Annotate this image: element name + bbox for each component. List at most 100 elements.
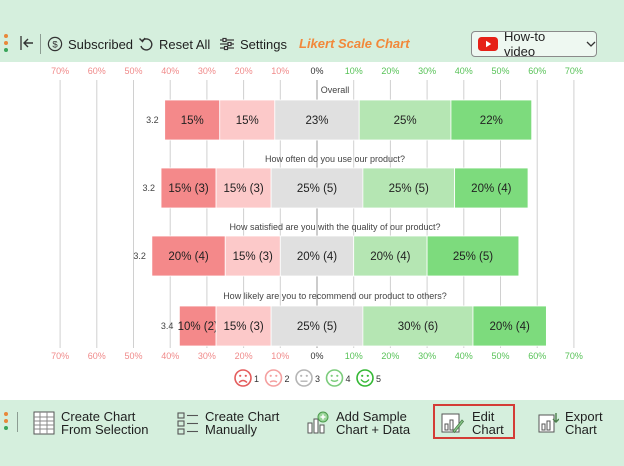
bar-segment — [215, 305, 272, 347]
bar-segment — [362, 167, 456, 209]
category-title: How likely are you to recommend our prod… — [223, 291, 447, 301]
edit-chart-button[interactable]: Edit Chart — [440, 410, 504, 436]
bar-data-label: 15% (3) — [233, 251, 273, 263]
axis-tick-label: 70% — [51, 66, 69, 76]
bar-segment — [151, 235, 226, 277]
brand-title: Likert Scale Chart — [299, 36, 410, 51]
back-arrow-icon — [19, 35, 35, 51]
export-chart-line2: Chart — [565, 422, 597, 437]
axis-tick-label: 50% — [124, 66, 142, 76]
chevron-down-icon — [586, 41, 596, 47]
undo-icon — [138, 36, 154, 52]
sample-chart-icon — [306, 411, 330, 435]
legend-label: 4 — [346, 374, 351, 384]
bar-data-label: 25% — [394, 115, 417, 127]
settings-button[interactable]: Settings — [219, 36, 287, 52]
bar-segment — [279, 235, 355, 277]
edit-chart-line1: Edit — [472, 409, 495, 424]
axis-tick-label: 30% — [198, 66, 216, 76]
axis-tick-label: 70% — [565, 351, 583, 361]
axis-tick-label: 30% — [418, 351, 436, 361]
bottom-toolbar-divider — [17, 412, 18, 432]
subscribed-label: Subscribed — [68, 36, 134, 52]
sliders-icon — [219, 36, 235, 52]
axis-tick-label: 50% — [491, 66, 509, 76]
how-to-video-label: How-to video — [504, 29, 546, 59]
svg-text:$: $ — [52, 40, 58, 51]
legend-label: 3 — [315, 374, 320, 384]
create-manually-line1: Create Chart — [205, 409, 280, 424]
likert-chart: 70% 60% 50% 40% 30% 20% 10% 0% 10% 20% 30% 40% 50% 60… — [51, 66, 583, 387]
mean-score-label: 3.2 — [133, 251, 146, 261]
axis-tick-label: 70% — [51, 351, 69, 361]
axis-tick-label: 50% — [491, 351, 509, 361]
mean-score-label: 3.2 — [143, 183, 156, 193]
bar-segment — [224, 235, 281, 277]
bar-segment — [274, 99, 360, 141]
legend-very-sad-icon — [234, 369, 252, 387]
add-sample-chart-data-button[interactable]: Add Sample Chart + Data — [306, 410, 410, 436]
add-sample-line1: Add Sample — [336, 409, 407, 424]
axis-tick-label: 20% — [381, 351, 399, 361]
legend-label: 5 — [376, 374, 381, 384]
axis-tick-label: 20% — [235, 351, 253, 361]
export-chart-icon — [537, 411, 559, 435]
create-chart-manually-button[interactable]: Create Chart Manually — [177, 410, 279, 436]
bar-data-label: 25% (5) — [453, 251, 493, 263]
reset-all-button[interactable]: Reset All — [138, 36, 210, 52]
category-title: How often do you use our product? — [265, 154, 405, 164]
axis-tick-label: 0% — [310, 66, 323, 76]
axis-tick-label: 40% — [161, 66, 179, 76]
bottom-more-menu-icon[interactable] — [4, 412, 8, 434]
how-to-video-select[interactable]: How-to video — [471, 29, 597, 59]
axis-tick-label: 10% — [345, 66, 363, 76]
bar-segment — [215, 167, 272, 209]
bar-data-label: 23% — [305, 115, 328, 127]
export-chart-line1: Export — [565, 409, 603, 424]
bar-data-label: 20% (4) — [490, 321, 530, 333]
bar-data-label: 22% — [480, 115, 503, 127]
edit-chart-line2: Chart — [472, 422, 504, 437]
bar-data-label: 15% (3) — [223, 183, 263, 195]
create-chart-from-selection-button[interactable]: Create Chart From Selection — [33, 410, 148, 436]
back-button[interactable] — [19, 35, 35, 51]
axis-tick-label: 30% — [418, 66, 436, 76]
category-title: Overall — [321, 85, 350, 95]
axis-tick-label: 10% — [271, 351, 289, 361]
edit-chart-highlight — [433, 404, 515, 439]
bar-segment — [219, 99, 276, 141]
axis-tick-label: 60% — [88, 66, 106, 76]
toolbar-divider — [40, 34, 41, 54]
bar-segment — [454, 167, 529, 209]
legend-sad-icon — [264, 369, 283, 387]
legend-very-happy-icon — [356, 369, 374, 387]
subscribed-button[interactable]: $ Subscribed — [47, 36, 133, 52]
axis-tick-label: 60% — [528, 351, 546, 361]
axis-tick-label: 20% — [235, 66, 253, 76]
bar-segment — [164, 99, 221, 141]
axis-tick-label: 30% — [198, 351, 216, 361]
axis-tick-label: 60% — [88, 351, 106, 361]
category-title: How satisfied are you with the quality o… — [229, 222, 440, 232]
bar-data-label: 15% — [181, 115, 204, 127]
axis-tick-label: 40% — [455, 351, 473, 361]
axis-tick-label: 10% — [345, 351, 363, 361]
export-chart-button[interactable]: Export Chart — [537, 410, 603, 436]
form-list-icon — [177, 411, 199, 435]
edit-chart-icon — [440, 411, 464, 435]
bar-data-label: 15% (3) — [168, 183, 208, 195]
mean-score-label: 3.4 — [161, 321, 174, 331]
legend-label: 2 — [285, 374, 290, 384]
more-menu-icon[interactable] — [4, 34, 8, 56]
bar-data-label: 30% (6) — [398, 321, 438, 333]
bar-data-label: 20% (4) — [370, 251, 410, 263]
bar-data-label: 20% (4) — [471, 183, 511, 195]
bar-segment — [472, 305, 547, 347]
axis-tick-label: 50% — [124, 351, 142, 361]
axis-tick-label: 70% — [565, 66, 583, 76]
table-grid-icon — [33, 411, 55, 435]
bar-segment — [160, 167, 217, 209]
dollar-circle-icon: $ — [47, 36, 63, 52]
axis-tick-label: 40% — [161, 351, 179, 361]
mean-score-label: 3.2 — [146, 115, 159, 125]
